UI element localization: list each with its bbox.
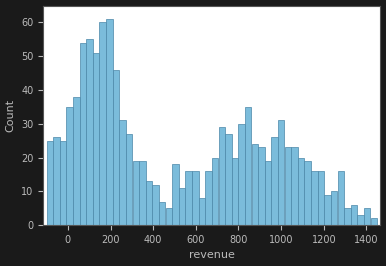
Bar <box>245 107 251 225</box>
Y-axis label: Count: Count <box>5 99 15 132</box>
Bar <box>66 107 73 225</box>
Bar <box>119 120 126 225</box>
Bar <box>225 134 232 225</box>
Bar <box>172 164 179 225</box>
Bar <box>152 185 159 225</box>
Bar <box>132 161 139 225</box>
Bar <box>205 171 212 225</box>
Bar <box>199 198 205 225</box>
Bar <box>80 43 86 225</box>
Bar <box>100 22 106 225</box>
Bar <box>271 137 278 225</box>
Bar <box>139 161 146 225</box>
X-axis label: revenue: revenue <box>189 251 235 260</box>
Bar <box>185 171 192 225</box>
Bar <box>106 19 113 225</box>
Bar <box>371 218 377 225</box>
Bar <box>364 208 371 225</box>
Bar <box>265 161 271 225</box>
Bar <box>218 127 225 225</box>
Bar <box>192 171 198 225</box>
Bar <box>318 171 324 225</box>
Bar <box>113 70 119 225</box>
Bar <box>305 161 311 225</box>
Bar <box>284 147 291 225</box>
Bar <box>291 147 298 225</box>
Bar <box>60 141 66 225</box>
Bar <box>252 144 258 225</box>
Bar <box>47 141 53 225</box>
Bar <box>298 157 304 225</box>
Bar <box>73 97 80 225</box>
Bar <box>278 120 284 225</box>
Bar <box>179 188 185 225</box>
Bar <box>331 191 337 225</box>
Bar <box>324 195 331 225</box>
Bar <box>86 39 93 225</box>
Bar <box>238 124 245 225</box>
Bar <box>232 157 238 225</box>
Bar <box>53 137 60 225</box>
Bar <box>344 208 350 225</box>
Bar <box>159 202 166 225</box>
Bar <box>258 147 265 225</box>
Bar <box>93 53 99 225</box>
Bar <box>126 134 132 225</box>
Bar <box>337 171 344 225</box>
Bar <box>357 215 364 225</box>
Bar <box>351 205 357 225</box>
Bar <box>311 171 318 225</box>
Bar <box>146 181 152 225</box>
Bar <box>166 208 172 225</box>
Bar <box>212 157 218 225</box>
